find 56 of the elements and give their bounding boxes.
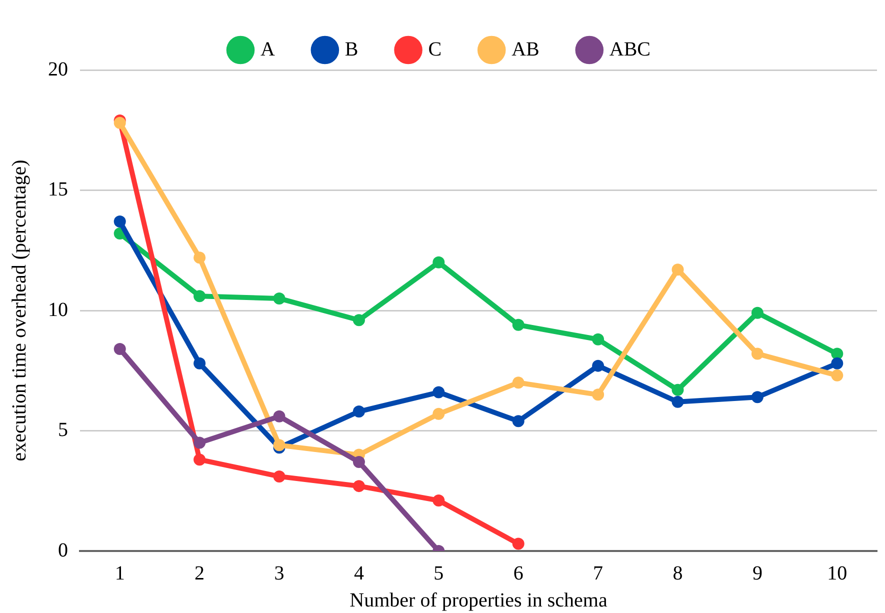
- point: [114, 216, 126, 228]
- point: [751, 348, 764, 360]
- y-axis-title: execution time overhead (percentage): [8, 160, 30, 462]
- x-tick-label: 10: [827, 562, 848, 584]
- point: [512, 538, 524, 550]
- y-tick-label: 5: [58, 419, 68, 441]
- y-tick-label: 0: [58, 539, 68, 562]
- y-tick-label: 10: [48, 298, 68, 321]
- x-tick-label: 4: [354, 562, 364, 584]
- legend-label: ABC: [609, 38, 651, 60]
- point: [831, 369, 844, 382]
- point: [432, 494, 445, 506]
- x-tick-label: 2: [194, 562, 205, 584]
- point: [352, 406, 365, 418]
- point: [592, 388, 604, 401]
- point: [672, 396, 684, 408]
- point: [512, 376, 524, 389]
- point: [273, 410, 286, 422]
- point: [432, 386, 445, 398]
- x-tick-label: 8: [672, 562, 683, 584]
- x-tick-label: 3: [274, 562, 284, 584]
- legend-label: C: [428, 38, 442, 60]
- point: [672, 264, 684, 276]
- point: [273, 470, 286, 482]
- point: [114, 342, 126, 355]
- legend-label: AB: [512, 38, 540, 60]
- point: [432, 408, 445, 420]
- point: [273, 439, 286, 452]
- point: [751, 391, 764, 404]
- y-tick-label: 15: [48, 178, 68, 200]
- point: [194, 290, 206, 302]
- point: [512, 415, 524, 428]
- x-tick-label: 5: [434, 562, 444, 584]
- point: [831, 357, 844, 370]
- x-tick-label: 9: [752, 562, 762, 584]
- x-tick-label: 6: [513, 562, 524, 584]
- point: [194, 436, 206, 449]
- point: [592, 333, 604, 346]
- point: [194, 252, 206, 264]
- point: [512, 318, 524, 331]
- point: [672, 384, 684, 396]
- point: [592, 360, 604, 372]
- point: [432, 256, 445, 268]
- legend-label: A: [260, 38, 276, 60]
- point: [352, 314, 365, 326]
- x-tick-label: 1: [114, 562, 125, 584]
- y-tick-label: 20: [48, 58, 68, 80]
- point: [352, 456, 365, 468]
- x-axis-title: Number of properties in schema: [350, 589, 608, 612]
- point: [194, 454, 206, 466]
- x-tick-label: 7: [593, 562, 604, 584]
- point: [273, 292, 286, 304]
- legend-label: B: [344, 38, 358, 60]
- point: [352, 480, 365, 492]
- point: [194, 357, 206, 370]
- point: [751, 306, 764, 319]
